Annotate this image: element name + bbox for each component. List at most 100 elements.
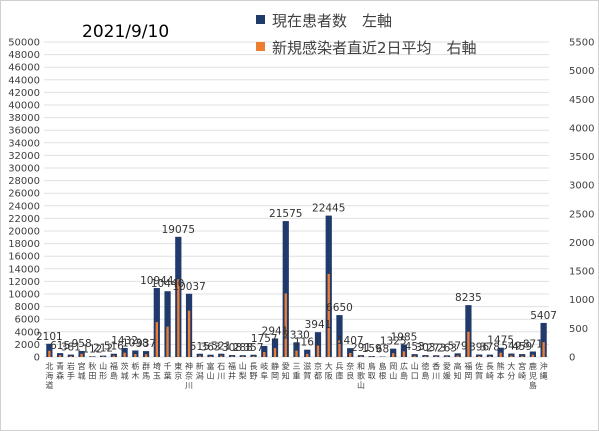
bar-current-11 (164, 291, 171, 357)
right-tick-label: 1000 (569, 295, 594, 306)
bar-new-11 (166, 326, 169, 357)
bar-new-29 (359, 356, 363, 357)
data-label-25: 3941 (305, 319, 332, 331)
bar-current-33 (400, 344, 408, 357)
bar-current-46 (540, 322, 547, 357)
data-label-16: 521 (211, 341, 231, 353)
bar-current-17 (228, 355, 236, 357)
bar-current-19 (250, 354, 257, 357)
right-tick-label: 4000 (569, 123, 594, 134)
category-label-28: 奈良 (346, 361, 354, 381)
data-label-31: 68 (376, 344, 389, 356)
right-tick-label: 5000 (569, 66, 594, 77)
data-label-5: 212 (93, 343, 113, 355)
category-label-0: 北海道 (45, 362, 53, 390)
bar-current-41 (486, 354, 494, 357)
left-tick-label: 0 (34, 353, 40, 364)
category-label-14: 新潟 (196, 361, 204, 381)
data-label-33: 1985 (391, 331, 418, 343)
left-tick-label: 34000 (8, 138, 40, 149)
category-label-8: 栃木 (131, 361, 139, 381)
bar-current-34 (411, 354, 418, 357)
bar-new-32 (392, 353, 395, 357)
bar-new-2 (69, 355, 73, 357)
left-tick-label: 30000 (8, 164, 40, 175)
category-label-34: 山口 (411, 361, 419, 381)
left-tick-label: 48000 (8, 50, 40, 61)
category-label-31: 島根 (378, 361, 386, 381)
bar-new-8 (134, 354, 137, 357)
right-tick-label: 3000 (569, 181, 594, 192)
bar-new-28 (349, 352, 352, 357)
data-label-20: 1757 (251, 333, 278, 345)
category-label-20: 岐阜 (260, 361, 268, 381)
bar-current-20 (261, 345, 268, 357)
bar-new-18 (241, 356, 244, 357)
data-label-37: 263 (437, 342, 457, 354)
data-label-29: 291 (351, 342, 371, 354)
right-tick-label: 3500 (569, 152, 594, 163)
category-label-25: 京都 (314, 361, 322, 381)
category-label-16: 石川 (217, 362, 225, 381)
data-label-35: 303 (415, 342, 435, 354)
data-label-40: 396 (469, 342, 489, 354)
category-label-26: 大阪 (325, 361, 333, 381)
category-label-21: 静岡 (271, 361, 279, 381)
category-label-23: 三重 (293, 362, 301, 381)
category-label-12: 東京 (174, 361, 182, 381)
left-tick-label: 22000 (8, 214, 40, 225)
data-label-15: 363 (201, 342, 221, 354)
data-label-46: 5407 (530, 310, 557, 322)
bar-new-36 (434, 356, 438, 357)
data-label-44: 459 (512, 341, 532, 353)
bar-current-18 (239, 355, 246, 357)
bar-new-30 (370, 356, 373, 357)
bar-current-16 (218, 353, 225, 357)
left-tick-label: 36000 (8, 126, 40, 137)
bar-current-28 (347, 348, 354, 357)
bar-new-16 (220, 355, 223, 357)
category-label-27: 兵庫 (335, 361, 343, 381)
right-axis-ticks: 0 500 1000 1500 2000 2500 3000 3500 4000 4500 5000… (569, 38, 594, 364)
category-labels: 北海道青森岩手宮城秋田山形福島茨城栃木群馬埼玉千葉東京神奈川新潟富山石川福井山梨… (45, 361, 547, 390)
bar-current-15 (207, 354, 214, 357)
bar-current-25 (314, 332, 322, 357)
bar-new-21 (273, 348, 277, 357)
left-tick-label: 26000 (8, 189, 40, 200)
left-tick-label: 46000 (8, 63, 40, 74)
data-label-34: 453 (405, 341, 425, 353)
bar-current-22 (282, 221, 289, 357)
data-label-23: 2330 (283, 329, 310, 341)
right-tick-label: 2000 (569, 238, 594, 249)
left-tick-label: 40000 (8, 101, 40, 112)
bar-new-39 (467, 331, 470, 357)
data-label-27: 6650 (326, 302, 353, 314)
bar-new-23 (295, 350, 298, 357)
bar-current-2 (67, 354, 74, 357)
bar-current-23 (293, 342, 300, 357)
category-label-30: 鳥取 (368, 361, 376, 381)
left-tick-label: 18000 (8, 239, 40, 250)
category-label-11: 千葉 (164, 361, 172, 381)
category-label-37: 愛媛 (443, 361, 451, 381)
category-label-29: 和歌山 (357, 362, 365, 390)
right-tick-label: 4500 (569, 95, 594, 106)
bar-current-42 (497, 347, 504, 357)
data-label-2: 381 (61, 342, 81, 354)
bar-new-34 (413, 355, 416, 357)
bar-new-40 (477, 355, 481, 357)
left-tick-label: 4000 (15, 327, 40, 338)
category-label-46: 沖縄 (540, 361, 548, 381)
data-label-41: 378 (480, 342, 500, 354)
left-tick-label: 38000 (8, 113, 40, 124)
category-label-6: 福島 (110, 362, 118, 381)
bar-new-26 (327, 273, 330, 357)
left-tick-label: 44000 (8, 75, 40, 86)
bar-new-0 (48, 350, 51, 357)
category-label-43: 大分 (507, 361, 515, 381)
bar-new-37 (445, 356, 449, 357)
category-label-7: 茨城 (121, 361, 129, 381)
